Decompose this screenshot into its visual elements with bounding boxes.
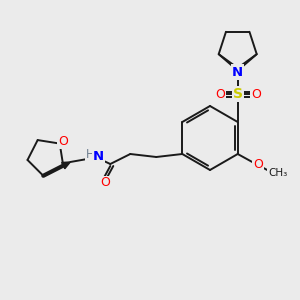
Text: O: O	[58, 135, 68, 148]
Text: O: O	[215, 88, 225, 100]
Text: N: N	[93, 151, 104, 164]
Text: S: S	[233, 87, 243, 101]
Text: O: O	[253, 158, 263, 172]
Text: N: N	[232, 65, 243, 79]
Text: CH₃: CH₃	[268, 168, 287, 178]
Polygon shape	[61, 162, 70, 169]
Text: H: H	[86, 148, 95, 160]
Text: O: O	[100, 176, 110, 190]
Text: O: O	[251, 88, 261, 100]
